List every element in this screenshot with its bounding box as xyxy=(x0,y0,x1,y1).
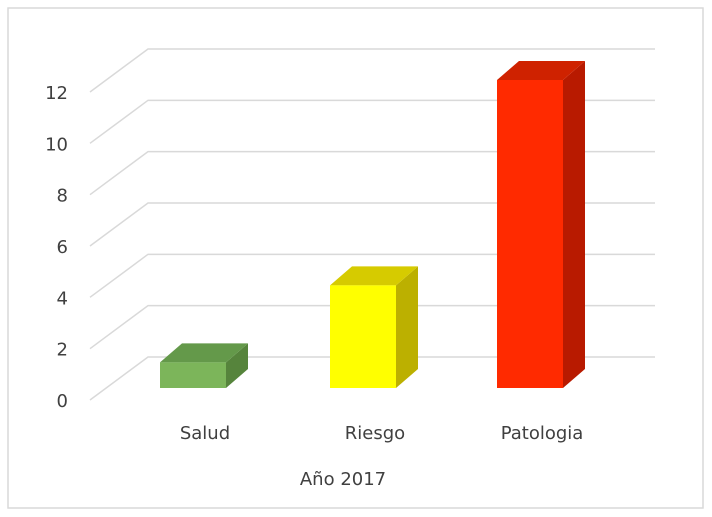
grid-line xyxy=(89,356,655,401)
bar-top xyxy=(160,343,248,363)
x-tick-label: Riesgo xyxy=(345,423,405,444)
y-tick-label: 2 xyxy=(57,340,68,361)
bar-side xyxy=(226,343,248,388)
bar xyxy=(160,362,226,388)
grid-line xyxy=(89,253,655,298)
x-tick-label: Salud xyxy=(180,423,230,444)
bar-side xyxy=(563,61,585,388)
y-tick-label: 10 xyxy=(45,134,68,155)
grid-line xyxy=(89,99,655,144)
grid-line xyxy=(89,48,655,93)
bar-side xyxy=(396,266,418,388)
grid-line xyxy=(89,304,655,350)
bar xyxy=(330,285,396,388)
y-tick-label: 12 xyxy=(45,83,68,104)
x-axis-title: Año 2017 xyxy=(300,469,386,490)
y-tick-label: 8 xyxy=(57,186,68,207)
chart-border xyxy=(7,7,704,509)
bar-top xyxy=(330,266,418,286)
bar xyxy=(497,80,563,388)
grid-line xyxy=(89,150,655,196)
y-tick-label: 0 xyxy=(57,391,68,412)
bar-top xyxy=(497,61,585,80)
y-tick-label: 6 xyxy=(57,237,68,258)
x-tick-label: Patologia xyxy=(501,423,584,444)
grid-line xyxy=(89,202,655,247)
y-tick-label: 4 xyxy=(57,288,68,309)
